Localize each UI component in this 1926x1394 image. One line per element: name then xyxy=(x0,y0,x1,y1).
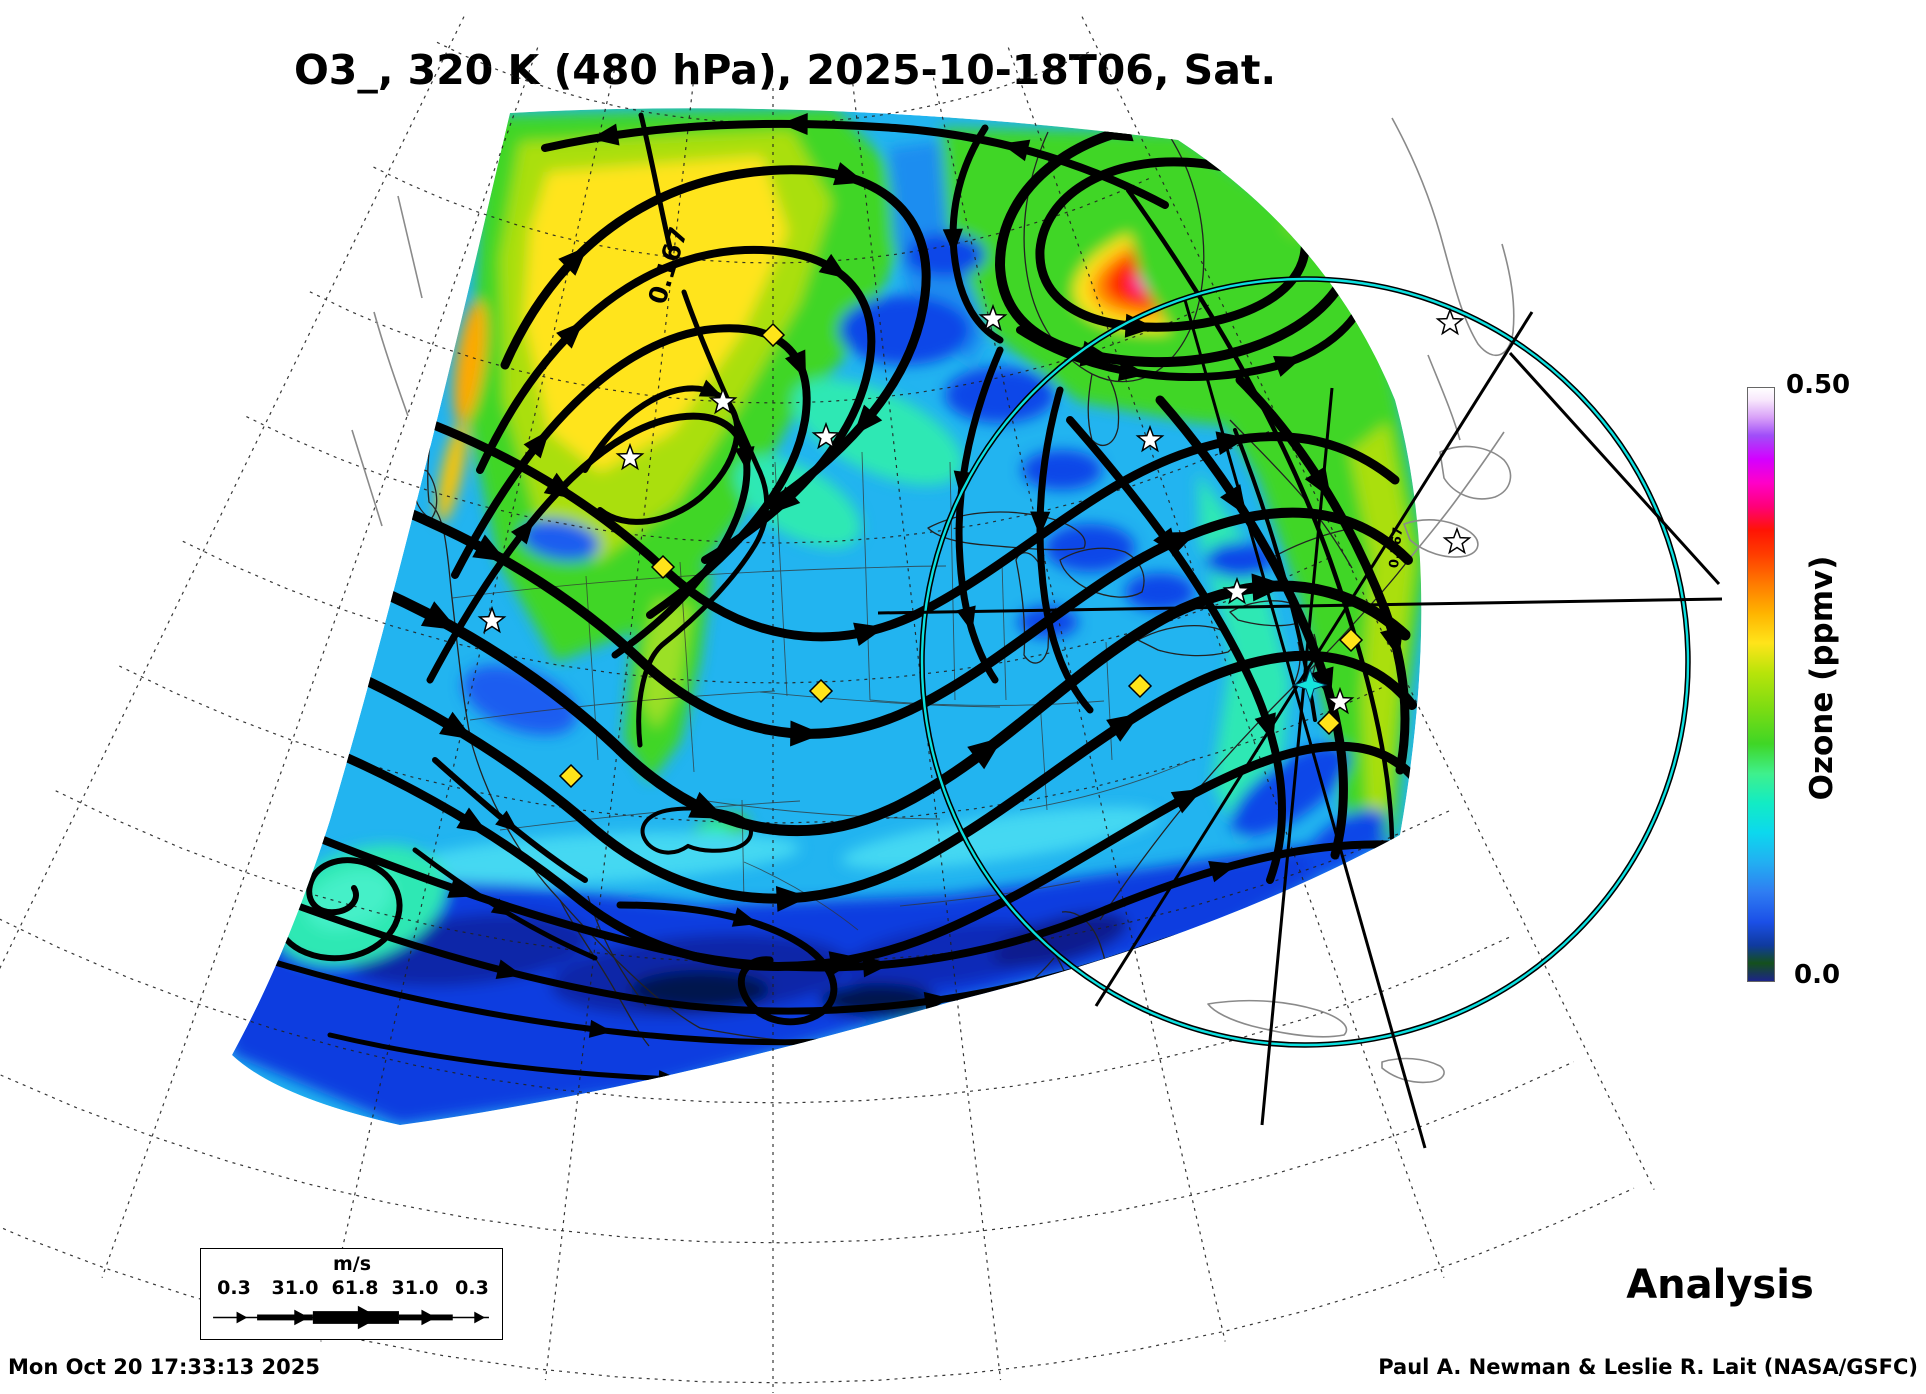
station-stars xyxy=(477,303,1472,715)
colorbar-min-label: 0.0 xyxy=(1794,960,1841,990)
wind-speed-1: 31.0 xyxy=(271,1277,319,1299)
star-marker xyxy=(477,605,507,634)
diamond-marker xyxy=(808,678,834,704)
wind-speed-legend: m/s 0.3 31.0 61.8 31.0 0.3 xyxy=(200,1248,503,1340)
diamond-marker xyxy=(760,322,786,348)
analysis-label: Analysis xyxy=(1626,1262,1814,1308)
credit-line: Paul A. Newman & Leslie R. Lait (NASA/GS… xyxy=(1378,1355,1918,1379)
diamond-marker xyxy=(1338,627,1364,653)
star-marker xyxy=(1222,576,1252,605)
wind-speed-scale-arrow xyxy=(213,1305,489,1330)
colorbar-title: Ozone (ppmv) xyxy=(1804,555,1840,801)
colorbar-gradient xyxy=(1747,387,1775,982)
star-marker xyxy=(811,421,841,450)
wind-speed-4: 0.3 xyxy=(455,1277,489,1299)
star-marker xyxy=(978,303,1008,332)
wind-units-label: m/s xyxy=(332,1253,372,1275)
star-marker xyxy=(1325,686,1355,715)
star-marker xyxy=(1435,307,1465,336)
wind-speed-3: 31.0 xyxy=(391,1277,439,1299)
diamond-marker xyxy=(650,554,676,580)
star-marker xyxy=(1135,424,1165,453)
site-star-marker xyxy=(1292,667,1328,703)
star-marker xyxy=(615,442,645,471)
wind-speed-0: 0.3 xyxy=(217,1277,251,1299)
diamond-marker xyxy=(1127,673,1153,699)
star-marker xyxy=(1442,526,1472,555)
observation-circle xyxy=(920,277,1690,1047)
wind-speed-2: 61.8 xyxy=(331,1277,379,1299)
station-diamonds xyxy=(558,322,1364,789)
creation-timestamp: Mon Oct 20 17:33:13 2025 xyxy=(8,1355,320,1379)
star-marker xyxy=(708,386,738,415)
coastlines-outside xyxy=(351,117,1515,1084)
legend-backdrop xyxy=(200,1248,503,1340)
contour-label-east: 0.167 xyxy=(1387,526,1406,568)
trajectory-lines xyxy=(877,299,1723,1149)
colorbar-max-label: 0.50 xyxy=(1786,370,1851,400)
page-title: O3_, 320 K (480 hPa), 2025-10-18T06, Sat… xyxy=(293,46,1277,94)
diamond-marker xyxy=(1316,710,1342,736)
diamond-marker xyxy=(558,763,584,789)
